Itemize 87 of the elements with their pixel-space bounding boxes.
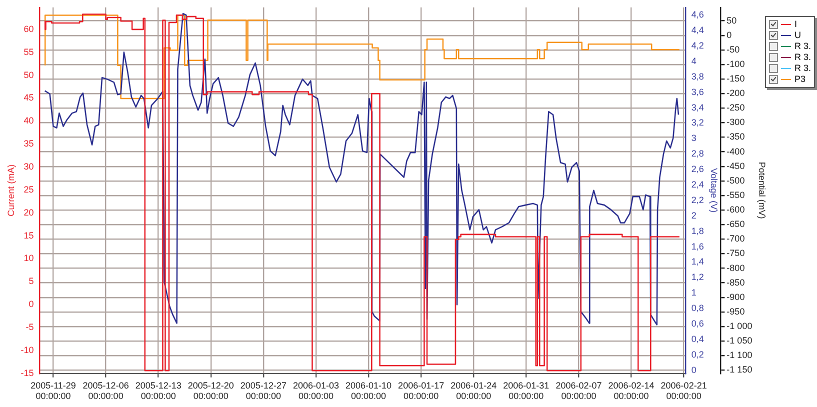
y2-tick-label: 0,6: [691, 318, 704, 328]
y2-tick-label: 4,4: [691, 25, 704, 36]
y-axis-title: Current (mA): [6, 164, 16, 216]
y2-tick-label: 1: [691, 288, 696, 298]
y3-tick-label: -400: [726, 146, 745, 156]
legend-label: R 3.: [794, 63, 811, 74]
y2-tick-label: 3,6: [691, 86, 704, 97]
y2-tick-label: 1,6: [691, 241, 704, 252]
y-tick-label: -5: [26, 322, 34, 332]
legend-label: U: [794, 30, 801, 41]
y2-tick-label: 3,8: [691, 71, 704, 82]
y3-tick-label: -100: [726, 58, 745, 69]
y3-tick-label: -1 050: [726, 336, 752, 346]
legend-label: R 3.: [794, 52, 811, 63]
y-tick-label: 45: [24, 92, 34, 103]
y-tick-label: -10: [20, 344, 34, 355]
x-tick-label: 2005-11-29 00:00:00: [30, 380, 76, 402]
y2-tick-label: 1,2: [691, 272, 704, 282]
y3-tick-label: -450: [726, 160, 745, 171]
y3-tick-label: -50: [726, 44, 740, 54]
y2-tick-label: 1,8: [691, 226, 704, 236]
x-tick-label: 2006-01-03 00:00:00: [292, 380, 340, 402]
y3-tick-label: -300: [726, 117, 745, 128]
y3-tick-label: -200: [726, 88, 745, 98]
y2-axis-title: Voltage (V): [708, 168, 719, 213]
y2-tick-label: 0: [691, 364, 696, 375]
y-tick-label: 0: [28, 299, 34, 310]
x-tick-label: 2005-12-06 00:00:00: [82, 380, 129, 402]
y3-tick-label: -150: [726, 74, 745, 84]
x-tick-label: 2006-01-24 00:00:00: [450, 380, 497, 402]
x-tick-label: 2006-01-31 00:00:00: [503, 380, 550, 402]
y-tick-label: 50: [24, 70, 34, 80]
y-tick-label: 30: [24, 161, 34, 172]
y3-axis-title: Potential (mV): [757, 162, 768, 219]
y3-tick-label: -1 150: [726, 364, 752, 375]
y-tick-label: 40: [24, 116, 34, 126]
y3-tick-label: -1 000: [726, 321, 752, 332]
y-tick-label: 60: [24, 24, 34, 34]
x-tick-label: 2006-02-14 00:00:00: [608, 380, 654, 402]
y2-tick-label: 0,8: [691, 303, 704, 314]
y3-tick-label: -950: [726, 306, 745, 316]
y2-tick-label: 4,2: [691, 40, 704, 50]
y2-tick-label: 2,2: [691, 194, 704, 205]
y2-tick-label: 3,4: [691, 102, 704, 112]
y-tick-label: 10: [24, 253, 34, 264]
legend-label: I: [794, 19, 797, 30]
y2-tick-label: 3: [691, 133, 696, 144]
y3-tick-label: -250: [726, 102, 745, 113]
y-tick-label: 25: [24, 184, 34, 194]
y2-tick-label: 0,2: [691, 349, 704, 360]
y3-tick-label: -800: [726, 262, 745, 273]
x-tick-label: 2005-12-13 00:00:00: [135, 380, 182, 402]
y3-tick-label: -500: [726, 175, 745, 186]
y3-tick-label: -900: [726, 292, 745, 302]
y3-tick-label: -750: [726, 248, 745, 258]
y-tick-label: 5: [28, 276, 34, 286]
y2-tick-label: 2: [691, 210, 696, 220]
y3-tick-label: -550: [726, 190, 745, 200]
y3-tick-label: -600: [726, 204, 745, 215]
legend-label: R 3.: [794, 41, 811, 52]
y-tick-label: 20: [24, 207, 34, 218]
y2-tick-label: 2,4: [691, 179, 704, 190]
y3-tick-label: 50: [726, 15, 737, 26]
x-tick-label: 2006-02-07 00:00:00: [556, 380, 602, 402]
y2-tick-label: 0,4: [691, 334, 704, 344]
y3-tick-label: -650: [726, 219, 745, 230]
y2-tick-label: 4: [691, 56, 696, 66]
y3-tick-label: -700: [726, 234, 745, 244]
x-tick-label: 2006-01-17 00:00:00: [398, 380, 444, 402]
y-tick-label: 35: [24, 138, 34, 149]
x-tick-label: 2006-02-21 00:00:00: [660, 380, 707, 402]
x-tick-label: 2006-01-10 00:00:00: [346, 380, 392, 402]
y-tick-label: -15: [20, 368, 34, 378]
y3-tick-label: -1 100: [726, 350, 752, 360]
x-tick-label: 2005-12-27 00:00:00: [240, 380, 286, 402]
y2-tick-label: 1,4: [691, 256, 704, 267]
y2-tick-label: 3,2: [691, 118, 704, 128]
y2-tick-label: 2,6: [691, 164, 704, 174]
y3-tick-label: -850: [726, 277, 745, 288]
y3-tick-label: 0: [726, 30, 732, 40]
y-tick-label: 15: [24, 230, 34, 240]
legend-label: P3: [794, 74, 806, 85]
y3-tick-label: -350: [726, 132, 745, 142]
y2-tick-label: 2,8: [691, 148, 704, 159]
y2-tick-label: 4,6: [691, 10, 704, 20]
y-tick-label: 55: [24, 46, 34, 57]
x-tick-label: 2005-12-20 00:00:00: [188, 380, 234, 402]
